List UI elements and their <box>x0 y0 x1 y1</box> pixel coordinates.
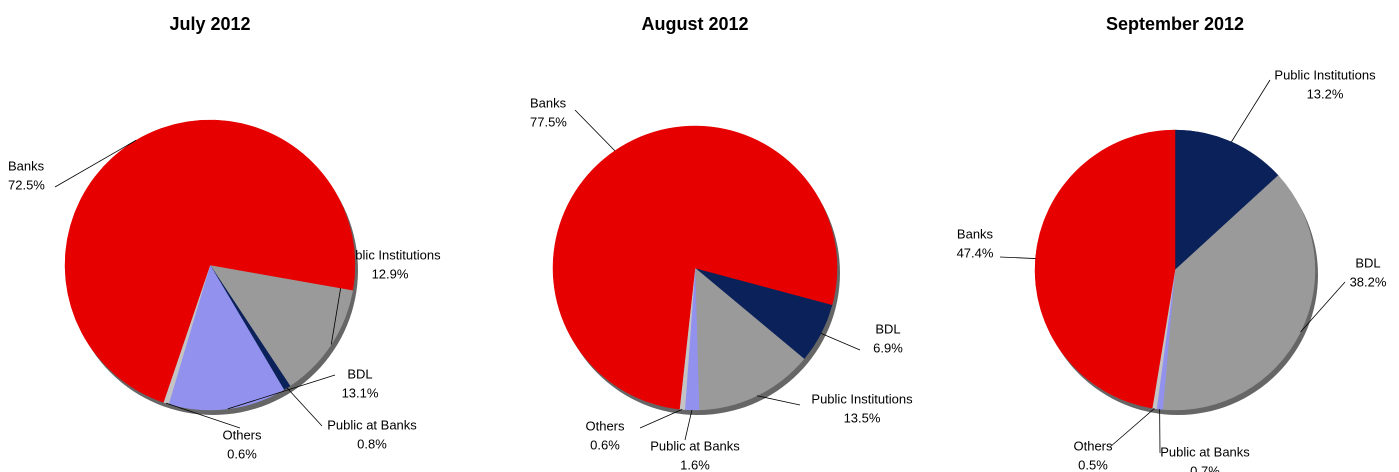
leader-line <box>227 374 336 410</box>
value-label: 77.5% <box>530 114 567 129</box>
slice-label: BDL <box>1355 255 1380 270</box>
chart-title: September 2012 <box>1106 14 1244 34</box>
slice-label: Others <box>585 418 625 433</box>
slice-label: Banks <box>8 158 45 173</box>
pie-slice <box>1034 129 1176 409</box>
pie-slice <box>1162 175 1316 411</box>
leader-line <box>54 139 137 188</box>
slice-label: Public Institutions <box>811 391 913 406</box>
value-label: 13.1% <box>342 385 379 400</box>
leader-line <box>574 109 616 152</box>
value-label: 0.7% <box>1190 463 1220 472</box>
value-label: 0.5% <box>1078 457 1108 472</box>
leader-line <box>165 402 241 429</box>
slice-label: Others <box>222 427 262 442</box>
leader-line <box>684 409 693 441</box>
pie-slice <box>209 264 354 387</box>
value-label: 72.5% <box>8 177 45 192</box>
value-label: 1.6% <box>680 457 710 472</box>
value-label: 0.6% <box>590 437 620 452</box>
value-label: 13.2% <box>1307 86 1344 101</box>
value-label: 47.4% <box>957 245 994 260</box>
slice-label: BDL <box>875 321 900 336</box>
slice-label: Others <box>1073 438 1113 453</box>
chart-title: July 2012 <box>169 14 250 34</box>
slice-label: Banks <box>957 226 994 241</box>
value-label: 0.6% <box>227 446 257 461</box>
value-label: 13.5% <box>844 410 881 425</box>
value-label: 0.8% <box>357 436 387 451</box>
slice-label: Public Institutions <box>339 247 441 262</box>
slice-label: BDL <box>347 366 372 381</box>
leader-line <box>820 332 861 351</box>
leader-line <box>286 387 323 427</box>
value-label: 6.9% <box>873 340 903 355</box>
leader-line <box>999 256 1036 259</box>
slice-label: Public at Banks <box>1160 444 1250 459</box>
leader-line <box>1231 79 1271 143</box>
pie-slice <box>1174 129 1279 271</box>
pie-slice <box>694 267 805 411</box>
value-label: 12.9% <box>372 266 409 281</box>
leader-line <box>1300 281 1346 333</box>
leader-line <box>639 409 683 429</box>
slice-label: Public Institutions <box>1274 67 1376 82</box>
chart-title: August 2012 <box>641 14 748 34</box>
value-label: 38.2% <box>1350 274 1387 289</box>
leader-line <box>756 395 801 406</box>
slice-label: Banks <box>530 95 567 110</box>
slice-label: Public at Banks <box>327 417 417 432</box>
slice-label: Public at Banks <box>650 438 740 453</box>
leader-line <box>1109 408 1155 448</box>
